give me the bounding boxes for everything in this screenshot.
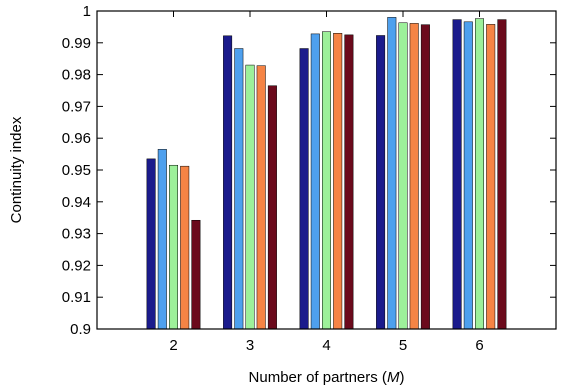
bar-2-s2 [157, 149, 167, 330]
x-tick-label: 6 [475, 337, 483, 354]
bar-5-s4 [409, 23, 419, 330]
x-axis-label-suffix: ) [399, 369, 404, 386]
bar-5-s2 [387, 17, 397, 330]
bar-4-s3 [322, 31, 331, 330]
bar-4-s2 [310, 33, 320, 330]
x-axis-label-variable: M [387, 369, 400, 386]
y-tick-label: 0.94 [62, 194, 91, 211]
x-axis-label-prefix: Number of partners ( [249, 369, 387, 386]
bar-3-s4 [256, 65, 266, 330]
x-axis-label: Number of partners (M) [249, 369, 405, 386]
x-tick-label: 4 [322, 337, 330, 354]
y-tick-label: 0.98 [62, 67, 91, 84]
bar-4-s5 [344, 34, 354, 330]
y-tick-label: 0.92 [62, 257, 91, 274]
y-tick-label: 0.97 [62, 98, 91, 115]
bar-3-s2 [234, 48, 244, 330]
y-tick-label: 0.93 [62, 226, 91, 243]
bar-3-s3 [245, 64, 255, 330]
bar-4-s1 [299, 48, 309, 330]
bars [146, 17, 507, 330]
y-axis-label: Continuity index [8, 116, 25, 223]
bar-6-s4 [486, 24, 496, 330]
bar-6-s3 [475, 18, 484, 330]
bar-3-s1 [223, 35, 233, 330]
bar-2-s4 [180, 165, 190, 330]
y-tick-label: 0.9 [70, 321, 91, 338]
y-tick-label: 0.96 [62, 130, 91, 147]
bar-6-s5 [497, 19, 507, 330]
y-tick-label: 0.99 [62, 35, 91, 52]
y-tick-label: 1 [83, 3, 91, 20]
plot-frame [96, 10, 557, 330]
y-tick-label: 0.95 [62, 162, 91, 179]
bar-2-s5 [191, 219, 201, 330]
x-tick-label: 2 [169, 337, 177, 354]
y-axis-ticks: 0.9 0.91 0.92 0.93 0.94 0.95 0.96 0.97 0.98 0.99 1 [62, 3, 556, 338]
bar-4-s4 [333, 33, 343, 330]
bar-5-s3 [398, 22, 408, 330]
bar-2-s3 [169, 164, 178, 330]
bar-6-s2 [463, 21, 473, 330]
bar-5-s1 [376, 35, 386, 330]
y-tick-label: 0.91 [62, 289, 91, 306]
bar-2-s1 [146, 158, 156, 330]
x-tick-label: 3 [246, 337, 254, 354]
x-tick-label: 5 [399, 337, 407, 354]
bar-5-s5 [420, 24, 430, 330]
bar-6-s1 [452, 19, 462, 330]
bar-3-s5 [267, 85, 277, 330]
